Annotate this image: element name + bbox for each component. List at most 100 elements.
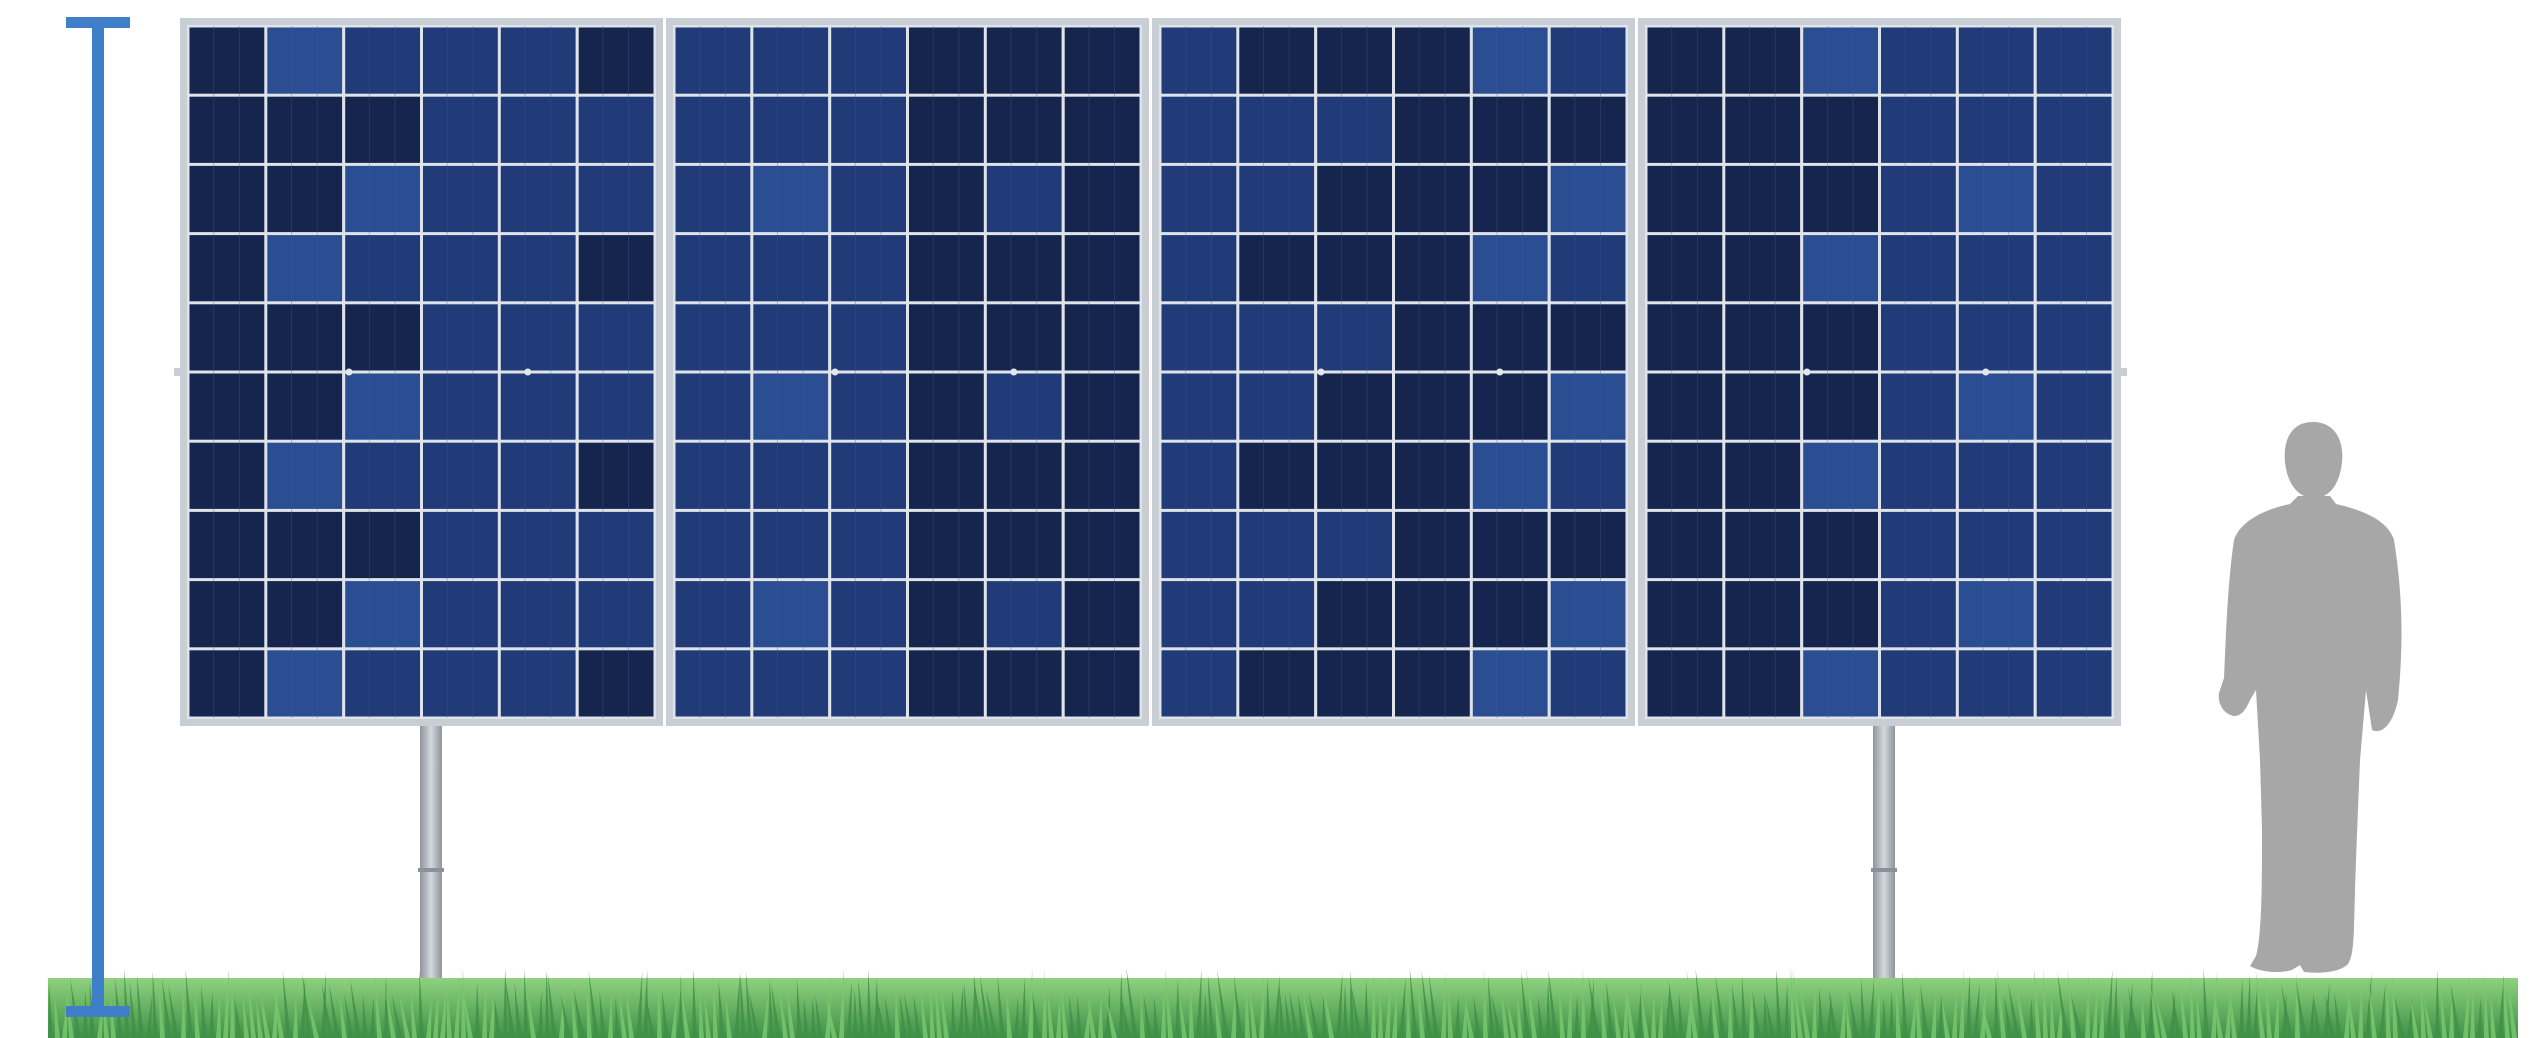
grass-blade (2368, 978, 2377, 1038)
solar-cell (1550, 165, 1626, 233)
grass-blade (930, 984, 935, 1038)
grass-blade (328, 983, 340, 1038)
solar-cell (345, 511, 420, 579)
grass-blade (1637, 982, 1642, 1038)
grass-blade (963, 983, 970, 1038)
grass-blade (440, 984, 447, 1038)
solar-cell (909, 511, 984, 579)
solar-cell (1395, 650, 1470, 717)
grass-blade (1196, 969, 1202, 1038)
solar-cell (189, 511, 265, 579)
solar-cell (1472, 304, 1548, 371)
grass-blade (489, 984, 495, 1038)
grass-blade (1143, 994, 1152, 1038)
grass-blade (2155, 994, 2167, 1038)
grass-blade (1279, 983, 1285, 1038)
solar-cell (423, 650, 498, 717)
solar-cell (189, 650, 265, 717)
solar-cell (986, 304, 1062, 371)
grass-blade (447, 985, 452, 1038)
grass-blade (699, 987, 704, 1038)
grass-blade (1217, 969, 1229, 1038)
solar-cell (1803, 96, 1878, 163)
grass-blade (201, 984, 207, 1038)
solar-cell (1064, 511, 1140, 579)
grass-blade (2265, 975, 2272, 1038)
solar-cell (1803, 511, 1878, 579)
solar-cell (578, 650, 654, 717)
grass-blade (2228, 979, 2237, 1038)
mounting-clamp (1010, 368, 1018, 376)
grass-blade (152, 971, 158, 1038)
solar-cell (1064, 27, 1140, 94)
grass-blade (979, 975, 991, 1038)
solar-cell (1958, 27, 2034, 94)
grass-blade (1428, 974, 1439, 1038)
grass-blade (370, 997, 375, 1038)
solar-cell (1725, 235, 1801, 302)
solar-cell (753, 304, 829, 371)
grass-blade (769, 979, 774, 1038)
solar-cell (267, 165, 343, 233)
grass-blade (344, 993, 354, 1038)
grass-blade (1882, 997, 1887, 1038)
solar-cell (1550, 511, 1626, 579)
grass-blade (618, 987, 627, 1038)
solar-cell (753, 581, 829, 648)
grass-blade (1056, 992, 1061, 1038)
solar-cell (1472, 581, 1548, 648)
solar-cell (1647, 27, 1723, 94)
grass-blade (940, 984, 949, 1038)
grass-blade (972, 974, 977, 1038)
grass-blade (1464, 997, 1474, 1038)
grass-blade (643, 969, 648, 1038)
solar-cell (1550, 235, 1626, 302)
solar-cell (267, 96, 343, 163)
solar-cell (1550, 27, 1626, 94)
grass-blade (1828, 987, 1838, 1038)
grass-blade (2502, 973, 2510, 1038)
solar-cell (1647, 235, 1723, 302)
solar-cell (500, 442, 576, 509)
solar-cell (2036, 511, 2112, 579)
grass-blade (1385, 975, 1391, 1038)
grass-blade (1322, 995, 1327, 1038)
grass-blade (2015, 977, 2027, 1038)
grass-blade (997, 976, 1005, 1038)
solar-cell (1239, 373, 1315, 440)
grass-blade (1032, 991, 1040, 1038)
solar-cell (1881, 304, 1956, 371)
grass-blade (1895, 975, 1901, 1038)
solar-cell (345, 27, 420, 94)
mounting-clamp (1803, 368, 1811, 376)
solar-cell (1725, 165, 1801, 233)
height-marker-bottom-cap (66, 1006, 130, 1017)
grass-blade (1588, 975, 1600, 1038)
solar-cell (986, 650, 1062, 717)
grass-blade (1812, 977, 1817, 1038)
grass-blade (1715, 975, 1726, 1038)
grass-blade (1021, 977, 1026, 1038)
grass-blade (2334, 992, 2342, 1038)
grass-blade (433, 983, 439, 1038)
solar-cell (1317, 165, 1392, 233)
grass-blade (1028, 969, 1033, 1038)
solar-cell (578, 27, 654, 94)
solar-cell (986, 511, 1062, 579)
solar-cell (1958, 511, 2034, 579)
grass-blade (692, 969, 697, 1038)
grass-blade (1581, 970, 1586, 1038)
solar-cell (1064, 165, 1140, 233)
grass-blade (350, 979, 361, 1038)
grass-blade (1179, 994, 1187, 1038)
grass-blade (2150, 984, 2160, 1038)
grass-blade (216, 989, 221, 1038)
grass-blade (1959, 969, 1964, 1038)
grass-blade (561, 995, 571, 1038)
solar-cell (1161, 581, 1237, 648)
solar-cell (1161, 96, 1237, 163)
solar-cell (675, 442, 751, 509)
grass-blade (1910, 994, 1916, 1038)
solar-cell (1881, 373, 1956, 440)
grass-blade (1868, 978, 1875, 1038)
